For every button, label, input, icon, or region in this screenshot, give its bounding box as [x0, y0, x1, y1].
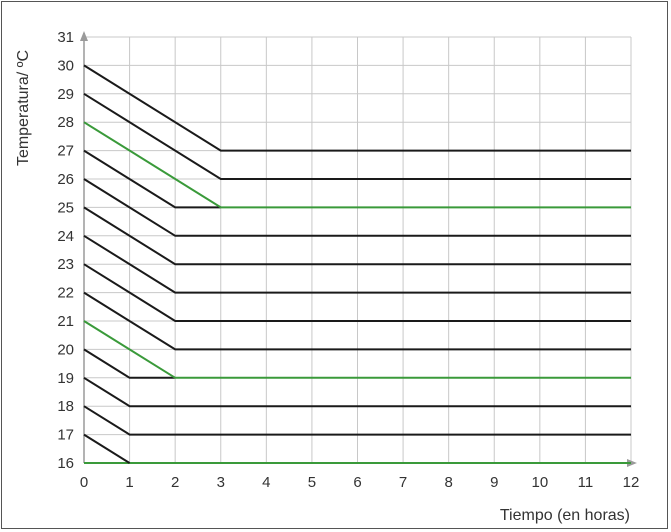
y-tick-label: 23 [57, 256, 74, 273]
series-line-black [83, 433, 131, 464]
axes [80, 31, 637, 467]
y-tick-label: 27 [57, 143, 74, 160]
x-tick-label: 12 [623, 474, 640, 491]
y-tick-label: 26 [57, 171, 74, 188]
x-tick-labels: 0 1 2 3 4 5 6 7 8 9 10 11 12 [80, 474, 640, 491]
y-tick-label: 19 [57, 370, 74, 387]
series-lines [83, 64, 631, 464]
x-tick-label: 3 [217, 474, 225, 491]
y-tick-label: 25 [57, 199, 74, 216]
grid [84, 36, 632, 463]
series-line-black [83, 178, 631, 237]
x-tick-label: 8 [444, 474, 452, 491]
x-tick-label: 0 [80, 474, 88, 491]
x-axis-arrow [627, 459, 637, 467]
x-tick-label: 6 [353, 474, 361, 491]
series-line-black [83, 149, 221, 209]
y-tick-label: 31 [57, 29, 74, 46]
x-tick-label: 1 [125, 474, 133, 491]
series-line-black [83, 92, 631, 180]
y-tick-label: 17 [57, 427, 74, 444]
y-tick-labels: 16 17 18 19 20 21 22 23 24 25 26 27 28 29 30 31 [57, 29, 74, 472]
x-tick-label: 2 [171, 474, 179, 491]
x-tick-label: 5 [308, 474, 316, 491]
x-tick-label: 9 [490, 474, 498, 491]
y-tick-label: 28 [57, 114, 74, 131]
series-line-black [83, 376, 631, 408]
y-tick-label: 20 [57, 341, 74, 358]
y-tick-label: 24 [57, 228, 74, 245]
x-axis-label: Tiempo (en horas) [500, 507, 630, 524]
y-tick-label: 21 [57, 313, 74, 330]
series-line-black [83, 348, 176, 379]
y-tick-label: 29 [57, 86, 74, 103]
series-line-black [83, 263, 631, 322]
series-line-black [83, 291, 631, 351]
y-axis-label: Temperatura/ ºC [15, 50, 32, 166]
x-tick-label: 4 [262, 474, 270, 491]
y-tick-label: 18 [57, 398, 74, 415]
series-line-green [83, 121, 631, 209]
series-line-green [83, 320, 631, 379]
y-tick-label: 16 [57, 455, 74, 472]
series-line-black [83, 405, 631, 436]
x-tick-label: 11 [578, 474, 594, 491]
x-tick-label: 7 [399, 474, 407, 491]
y-tick-label: 22 [57, 285, 74, 302]
series-line-black [83, 206, 631, 266]
series-line-black [83, 64, 631, 152]
series-line-black [83, 234, 631, 294]
y-axis-arrow [80, 31, 88, 41]
y-tick-label: 30 [57, 57, 74, 74]
x-tick-label: 10 [531, 474, 548, 491]
